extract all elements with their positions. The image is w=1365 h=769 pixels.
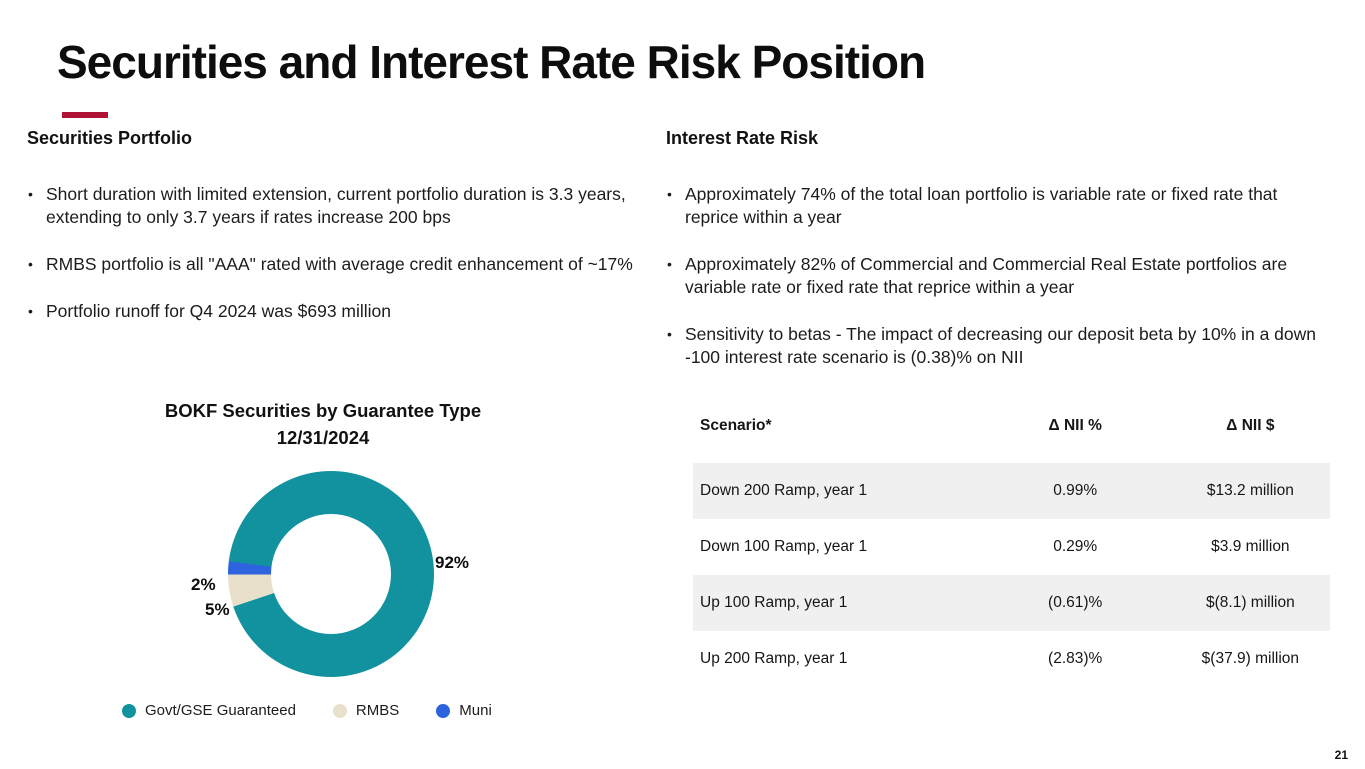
cell-nii-pct: (2.83)% bbox=[1048, 650, 1103, 667]
legend-item-govt: Govt/GSE Guaranteed bbox=[122, 702, 296, 719]
bullet-item: Sensitivity to betas - The impact of dec… bbox=[666, 323, 1326, 369]
cell-nii-dollar: $13.2 million bbox=[1206, 482, 1294, 499]
column-header-nii-dollar: Δ NII $ bbox=[1226, 417, 1275, 434]
page-number: 21 bbox=[1334, 748, 1348, 762]
bullet-item: Approximately 82% of Commercial and Comm… bbox=[666, 253, 1326, 299]
title-accent-bar bbox=[62, 112, 108, 118]
chart-legend: Govt/GSE Guaranteed RMBS Muni bbox=[122, 702, 529, 719]
securities-portfolio-bullets: Short duration with limited extension, c… bbox=[27, 183, 645, 323]
cell-scenario: Down 200 Ramp, year 1 bbox=[700, 482, 868, 499]
table-row: Down 100 Ramp, year 1 0.29% $3.9 million bbox=[693, 519, 1330, 575]
cell-nii-pct: 0.29% bbox=[1053, 538, 1098, 555]
interest-rate-risk-bullets: Approximately 74% of the total loan port… bbox=[666, 183, 1326, 370]
cell-nii-dollar: $3.9 million bbox=[1211, 538, 1290, 555]
legend-label: Muni bbox=[459, 702, 492, 719]
legend-item-muni: Muni bbox=[436, 702, 492, 719]
cell-scenario: Up 100 Ramp, year 1 bbox=[700, 594, 848, 611]
table-row: Up 100 Ramp, year 1 (0.61)% $(8.1) milli… bbox=[693, 575, 1330, 631]
nii-scenario-table: Scenario* Δ NII % Δ NII $ Down 200 Ramp,… bbox=[693, 405, 1330, 687]
cell-nii-pct: 0.99% bbox=[1053, 482, 1098, 499]
bullet-item: Portfolio runoff for Q4 2024 was $693 mi… bbox=[27, 300, 645, 323]
slice-label-govt: 92% bbox=[435, 553, 470, 572]
legend-swatch-teal-icon bbox=[122, 703, 136, 718]
column-header-scenario: Scenario* bbox=[700, 417, 772, 434]
legend-swatch-beige-icon bbox=[332, 703, 347, 718]
cell-nii-dollar: $(8.1) million bbox=[1205, 594, 1295, 611]
table-row: Down 200 Ramp, year 1 0.99% $13.2 millio… bbox=[693, 463, 1330, 519]
chart-title: BOKF Securities by Guarantee Type 12/31/… bbox=[119, 398, 527, 452]
chart-subtitle: 12/31/2024 bbox=[276, 426, 370, 448]
legend-label: Govt/GSE Guaranteed bbox=[145, 702, 296, 719]
slice-label-muni: 2% bbox=[191, 575, 216, 594]
legend-swatch-blue-icon bbox=[436, 703, 451, 718]
donut-hole bbox=[271, 514, 391, 634]
cell-scenario: Up 200 Ramp, year 1 bbox=[700, 650, 848, 667]
slice-label-rmbs: 5% bbox=[205, 600, 230, 619]
donut-chart bbox=[228, 471, 434, 677]
bullet-item: Short duration with limited extension, c… bbox=[27, 183, 645, 229]
table-row: Up 200 Ramp, year 1 (2.83)% $(37.9) mill… bbox=[693, 631, 1330, 687]
chart-title-line: BOKF Securities by Guarantee Type bbox=[164, 400, 482, 421]
cell-nii-dollar: $(37.9) million bbox=[1201, 650, 1300, 667]
securities-portfolio-section: Securities Portfolio Short duration with… bbox=[27, 128, 645, 347]
interest-rate-risk-heading: Interest Rate Risk bbox=[666, 128, 819, 148]
interest-rate-risk-section: Interest Rate Risk Approximately 74% of … bbox=[666, 128, 1326, 394]
bullet-item: RMBS portfolio is all "AAA" rated with a… bbox=[27, 253, 645, 276]
cell-scenario: Down 100 Ramp, year 1 bbox=[700, 538, 868, 555]
column-header-nii-pct: Δ NII % bbox=[1048, 417, 1102, 434]
securities-portfolio-heading: Securities Portfolio bbox=[27, 128, 193, 148]
bullet-item: Approximately 74% of the total loan port… bbox=[666, 183, 1326, 229]
table-header-row: Scenario* Δ NII % Δ NII $ bbox=[693, 405, 1330, 447]
cell-nii-pct: (0.61)% bbox=[1048, 594, 1103, 611]
legend-item-rmbs: RMBS bbox=[332, 702, 400, 719]
page-title: Securities and Interest Rate Risk Positi… bbox=[57, 36, 926, 88]
legend-label: RMBS bbox=[355, 702, 400, 719]
